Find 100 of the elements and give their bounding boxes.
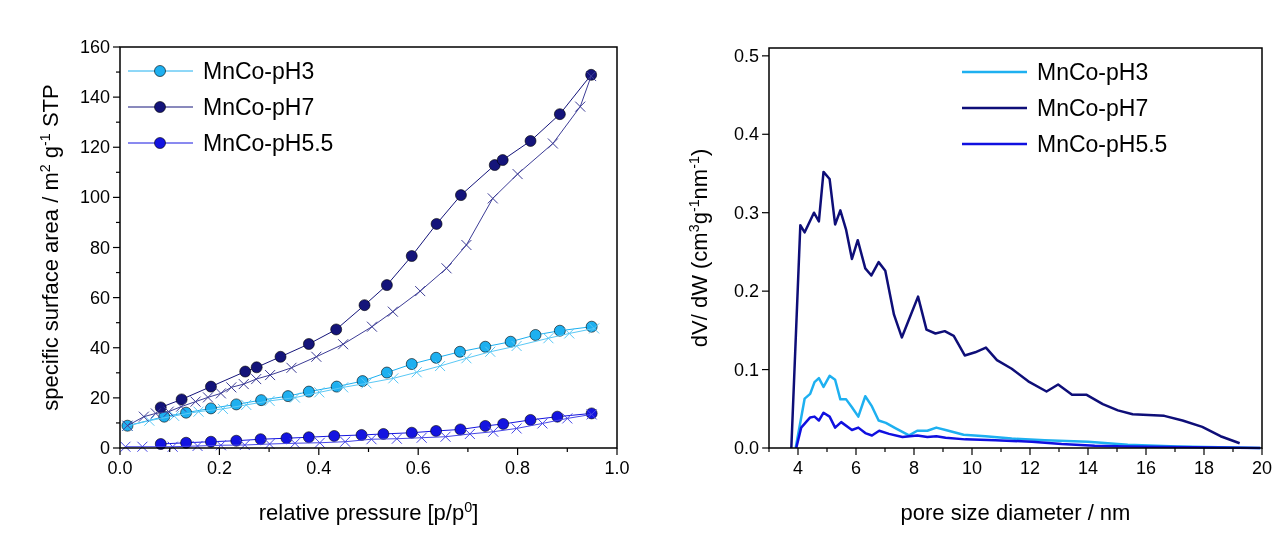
y-tick-label: 60 [89, 287, 110, 308]
point [289, 392, 301, 404]
point [377, 428, 390, 440]
x-tick-label: 16 [1135, 458, 1157, 478]
legend-label: MnCo-pH7 [203, 94, 315, 120]
point [460, 352, 472, 364]
x-tick-label: 1.0 [604, 458, 630, 478]
point [167, 441, 179, 453]
point [497, 418, 509, 430]
point [136, 441, 148, 453]
y-tick-label: 0.4 [733, 124, 759, 145]
x-tick-label: 0.4 [306, 458, 332, 478]
point [464, 428, 476, 440]
x-tick-label: 0.2 [206, 458, 232, 478]
y-tick-label: 20 [89, 387, 110, 408]
point [387, 372, 399, 384]
point [254, 433, 267, 446]
y-tick-label: 0.1 [733, 359, 759, 380]
point [310, 351, 322, 363]
point [239, 439, 251, 451]
point [264, 369, 276, 381]
point [225, 381, 237, 393]
x-axis-title: pore size diameter / nm [900, 500, 1131, 525]
point [454, 423, 467, 436]
point [361, 377, 373, 389]
point [365, 433, 377, 445]
point [175, 393, 188, 406]
point [381, 366, 393, 379]
point [460, 239, 472, 251]
point [547, 137, 559, 149]
point [479, 420, 492, 432]
point [381, 279, 393, 291]
point [391, 433, 403, 445]
point [405, 358, 418, 370]
point [440, 431, 452, 443]
point [405, 426, 418, 439]
point [175, 401, 187, 413]
point [240, 399, 252, 411]
point [430, 218, 443, 230]
y-tick-label: 0.3 [733, 202, 759, 223]
x-tick-label: 6 [850, 458, 862, 478]
point [434, 360, 446, 372]
y-tick-label: 120 [79, 137, 110, 158]
y-tick-label: 40 [89, 337, 110, 358]
point [542, 332, 554, 344]
point [215, 387, 227, 399]
point [289, 437, 301, 449]
point [205, 435, 217, 448]
point [554, 324, 566, 337]
point [561, 412, 573, 424]
point [554, 108, 566, 120]
point [536, 417, 548, 429]
point [163, 406, 175, 418]
point [574, 101, 586, 113]
legend-label: MnCo-pH5.5 [203, 130, 334, 156]
x-tick-label: 8 [908, 458, 920, 478]
point [366, 321, 378, 333]
point [479, 340, 492, 353]
point [512, 168, 524, 180]
point [303, 338, 315, 350]
legend-label: MnCo-pH3 [203, 58, 315, 84]
y-tick-label: 0.0 [733, 438, 759, 458]
point [487, 426, 499, 438]
point [511, 422, 523, 434]
point [250, 361, 263, 374]
point [202, 391, 214, 403]
point [285, 362, 297, 374]
legend-label: MnCo-pH3 [1037, 59, 1149, 85]
point [411, 366, 423, 378]
x-tick-label: 4 [792, 458, 804, 478]
point [487, 192, 499, 204]
y-tick-label: 0 [99, 438, 110, 458]
line-series [790, 170, 1241, 450]
point [168, 410, 180, 422]
y-tick-label: 160 [79, 37, 110, 57]
point [358, 299, 371, 311]
point [455, 189, 467, 201]
point [524, 414, 537, 426]
point [529, 329, 542, 341]
x-tick-label: 0.8 [505, 458, 531, 478]
y-tick-label: 100 [79, 187, 110, 208]
point [180, 436, 192, 449]
point [313, 386, 325, 398]
y-tick-label: 0.5 [733, 45, 759, 66]
x-tick-label: 20 [1251, 458, 1273, 478]
x-tick-label: 12 [1019, 458, 1041, 478]
point [416, 432, 428, 444]
point [264, 395, 276, 407]
x-tick-label: 0.0 [107, 458, 133, 478]
point [190, 396, 202, 408]
legend-label: MnCo-pH7 [1037, 95, 1149, 121]
x-tick-label: 10 [961, 458, 983, 478]
point [496, 154, 509, 166]
point [264, 438, 276, 450]
point [524, 135, 537, 147]
point [339, 436, 351, 448]
point [314, 437, 326, 449]
point [303, 431, 315, 444]
point [454, 345, 466, 358]
point [280, 432, 293, 445]
